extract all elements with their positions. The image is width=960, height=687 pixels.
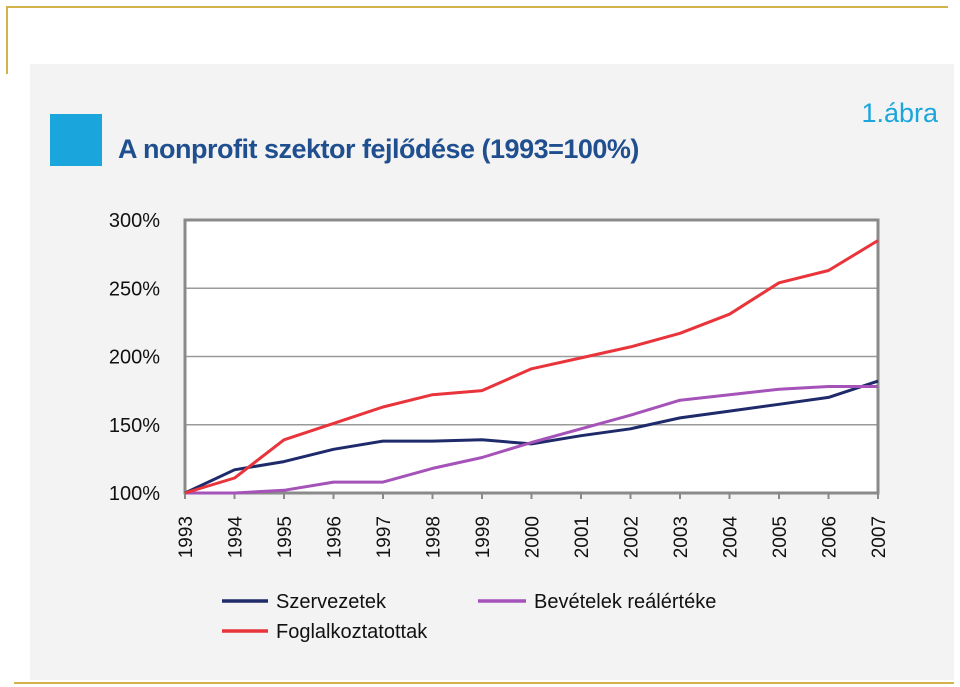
series-line-2 <box>184 239 879 495</box>
frame-bottom-border <box>14 682 954 684</box>
x-tick-label: 2002 <box>622 516 643 558</box>
title-marker-square <box>50 114 102 166</box>
x-tick-label: 2003 <box>671 516 692 558</box>
figure-label: 1.ábra <box>861 98 938 128</box>
x-tick-label: 1999 <box>473 516 494 558</box>
x-tick-label: 1998 <box>424 516 445 558</box>
legend-label-0: Szervezetek <box>276 591 387 613</box>
x-tick-label: 2001 <box>572 516 593 558</box>
y-tick-label: 150% <box>109 415 160 437</box>
frame-left-border <box>6 6 8 74</box>
x-tick-label: 2000 <box>523 516 544 558</box>
x-tick-label: 2004 <box>721 516 742 559</box>
legend-label-1: Bevételek reálértéke <box>534 591 716 613</box>
x-tick-label: 2005 <box>770 516 791 558</box>
chart-title: A nonprofit szektor fejlődése (1993=100%… <box>118 134 639 164</box>
x-tick-label: 1995 <box>275 516 296 558</box>
x-tick-label: 2006 <box>820 516 841 558</box>
x-tick-label: 1994 <box>226 516 247 559</box>
y-tick-label: 200% <box>109 347 160 369</box>
series-line-1 <box>185 385 878 495</box>
y-tick-label: 250% <box>109 278 160 300</box>
legend-label-2: Foglalkoztatottak <box>276 621 428 643</box>
x-tick-label: 1996 <box>325 516 346 558</box>
y-tick-label: 100% <box>109 483 160 505</box>
x-tick-label: 2007 <box>869 516 890 558</box>
frame-top-border <box>8 6 948 8</box>
y-tick-label: 300% <box>109 210 160 232</box>
x-tick-label: 1997 <box>374 516 395 558</box>
x-tick-label: 1993 <box>176 516 197 558</box>
